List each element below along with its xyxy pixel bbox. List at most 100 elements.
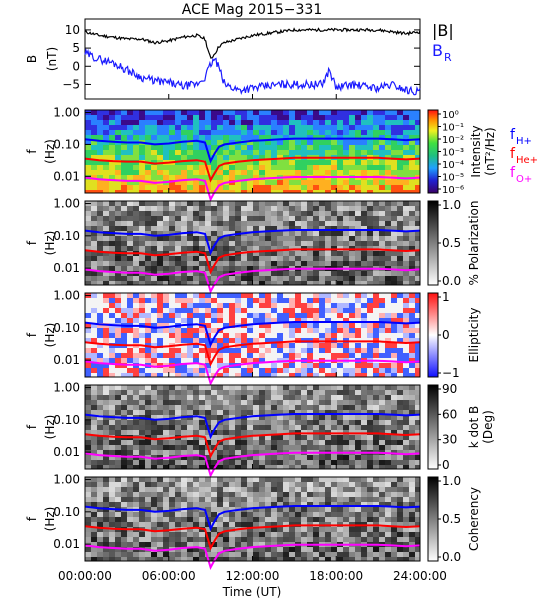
spectrogram-cell — [373, 435, 379, 440]
spectrogram-cell — [115, 226, 121, 231]
spectrogram-cell — [289, 165, 295, 170]
panel-6-ylabel-bottom: (Hz) — [43, 507, 57, 532]
spectrogram-cell — [283, 405, 289, 410]
spectrogram-cell — [253, 395, 259, 400]
spectrogram-cell — [175, 206, 181, 211]
spectrogram-cell — [379, 333, 385, 338]
spectrogram-cell — [193, 175, 199, 180]
spectrogram-cell — [145, 482, 151, 487]
spectrogram-cell — [91, 276, 97, 281]
spectrogram-cell — [145, 552, 151, 557]
spectrogram-cell — [403, 216, 409, 221]
spectrogram-cell — [241, 145, 247, 150]
spectrogram-cell — [139, 348, 145, 353]
spectrogram-cell — [229, 318, 235, 323]
spectrogram-cell — [163, 298, 169, 303]
spectrogram-cell — [127, 276, 133, 281]
spectrogram-cell — [403, 487, 409, 492]
spectrogram-cell — [133, 532, 139, 537]
panel-2-f-heplus-line — [84, 156, 421, 183]
spectrogram-cell — [241, 552, 247, 557]
spectrogram-cell — [301, 276, 307, 281]
spectrogram-cell — [265, 165, 271, 170]
spectrogram-cell — [283, 135, 289, 140]
spectrogram-cell — [367, 130, 373, 135]
spectrogram-cell — [361, 256, 367, 261]
spectrogram-cell — [397, 430, 403, 435]
panel-6-f-oplus-line — [84, 543, 421, 570]
spectrogram-cell — [319, 180, 325, 185]
spectrogram-cell — [199, 400, 205, 405]
spectrogram-cell — [91, 216, 97, 221]
spectrogram-cell — [127, 185, 133, 190]
spectrogram-cell — [187, 348, 193, 353]
panel-5-f-heplus-line — [84, 432, 421, 459]
spectrogram-cell — [163, 120, 169, 125]
spectrogram-cell — [181, 328, 187, 333]
spectrogram-cell — [355, 460, 361, 465]
spectrogram-cell — [169, 120, 175, 125]
spectrogram-cell — [313, 110, 319, 115]
spectrogram-cell — [217, 507, 223, 512]
spectrogram-cell — [379, 298, 385, 303]
spectrogram-cell — [229, 125, 235, 130]
spectrogram-cell — [301, 130, 307, 135]
spectrogram-cell — [337, 293, 343, 298]
spectrogram-cell — [211, 303, 217, 308]
spectrogram-cell — [217, 385, 223, 390]
spectrogram-cell — [289, 430, 295, 435]
spectrogram-cell — [157, 415, 163, 420]
spectrogram-cell — [325, 343, 331, 348]
spectrogram-cell — [415, 395, 420, 400]
spectrogram-cell — [415, 368, 420, 373]
spectrogram-cell — [325, 368, 331, 373]
spectrogram-cell — [235, 517, 241, 522]
spectrogram-cell — [109, 512, 115, 517]
spectrogram-cell — [319, 477, 325, 482]
spectrogram-cell — [301, 231, 307, 236]
spectrogram-cell — [295, 276, 301, 281]
spectrogram-cell — [145, 390, 151, 395]
spectrogram-cell — [367, 445, 373, 450]
spectrogram-cell — [211, 201, 217, 206]
spectrogram-cell — [133, 420, 139, 425]
spectrogram-cell — [349, 160, 355, 165]
spectrogram-cell — [133, 303, 139, 308]
spectrogram-cell — [253, 338, 259, 343]
spectrogram-cell — [175, 145, 181, 150]
spectrogram-cell — [97, 323, 103, 328]
spectrogram-cell — [379, 338, 385, 343]
spectrogram-cell — [217, 155, 223, 160]
spectrogram-cell — [145, 323, 151, 328]
spectrogram-cell — [229, 425, 235, 430]
spectrogram-cell — [109, 308, 115, 313]
spectrogram-cell — [151, 482, 157, 487]
spectrogram-cell — [295, 130, 301, 135]
panel-1-ytick-label: −5 — [62, 77, 80, 91]
spectrogram-cell — [349, 547, 355, 552]
spectrogram-cell — [85, 165, 91, 170]
spectrogram-cell — [115, 211, 121, 216]
spectrogram-cell — [157, 395, 163, 400]
spectrogram-cell — [163, 165, 169, 170]
spectrogram-cell — [259, 150, 265, 155]
spectrogram-cell — [373, 527, 379, 532]
spectrogram-cell — [265, 293, 271, 298]
spectrogram-cell — [355, 150, 361, 155]
spectrogram-cell — [277, 420, 283, 425]
spectrogram-cell — [259, 405, 265, 410]
spectrogram-cell — [313, 298, 319, 303]
spectrogram-cell — [331, 323, 337, 328]
spectrogram-cell — [325, 308, 331, 313]
spectrogram-cell — [301, 460, 307, 465]
spectrogram-cell — [211, 368, 217, 373]
spectrogram-cell — [223, 517, 229, 522]
spectrogram-cell — [367, 328, 373, 333]
spectrogram-cell — [289, 110, 295, 115]
spectrogram-cell — [109, 120, 115, 125]
spectrogram-cell — [103, 145, 109, 150]
spectrogram-cell — [169, 241, 175, 246]
panel-3-ylabel-top: f — [25, 240, 39, 245]
spectrogram-cell — [349, 400, 355, 405]
spectrogram-cell — [211, 206, 217, 211]
